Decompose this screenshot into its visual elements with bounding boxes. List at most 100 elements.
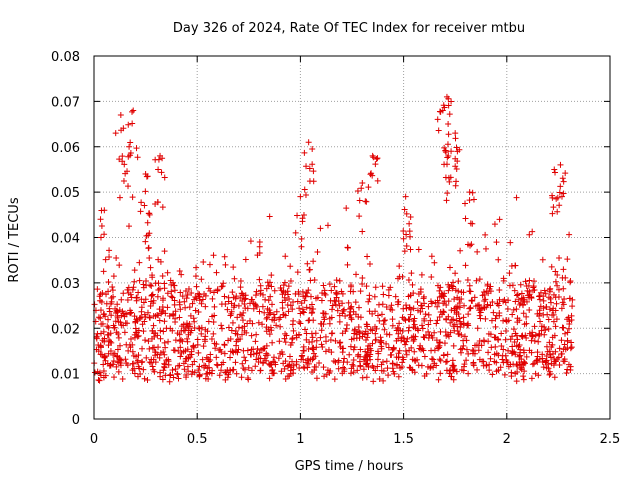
- data-point: [404, 335, 411, 342]
- data-point: [354, 367, 361, 374]
- data-point: [113, 254, 120, 261]
- data-point: [552, 169, 559, 176]
- data-point: [378, 345, 385, 352]
- data-point: [367, 351, 374, 358]
- data-point: [115, 318, 122, 325]
- data-point: [470, 362, 477, 369]
- data-point: [125, 223, 132, 230]
- data-point: [146, 345, 153, 352]
- data-point: [318, 327, 325, 334]
- data-point: [303, 163, 310, 170]
- data-point: [141, 375, 148, 382]
- data-point: [523, 283, 530, 290]
- data-point: [549, 210, 556, 217]
- data-point: [560, 178, 567, 185]
- data-point: [271, 314, 278, 321]
- data-point: [357, 288, 364, 295]
- data-point: [451, 327, 458, 334]
- data-point: [448, 316, 455, 323]
- data-point: [237, 284, 244, 291]
- data-point: [554, 282, 561, 289]
- data-point: [411, 321, 418, 328]
- data-point: [500, 317, 507, 324]
- data-point: [453, 144, 460, 151]
- data-point: [501, 371, 508, 378]
- data-point: [509, 282, 516, 289]
- data-point: [282, 312, 289, 319]
- data-point: [333, 291, 340, 298]
- data-point: [233, 293, 240, 300]
- data-point: [161, 351, 168, 358]
- data-point: [313, 344, 320, 351]
- data-point: [364, 360, 371, 367]
- data-point: [395, 325, 402, 332]
- data-point: [285, 362, 292, 369]
- data-point: [493, 359, 500, 366]
- data-point: [156, 317, 163, 324]
- data-point: [107, 300, 114, 307]
- data-point: [406, 364, 413, 371]
- data-point: [536, 310, 543, 317]
- data-point: [547, 351, 554, 358]
- data-point: [403, 243, 410, 250]
- data-point: [161, 360, 168, 367]
- data-point: [131, 365, 138, 372]
- data-point: [91, 369, 98, 376]
- data-point: [469, 346, 476, 353]
- data-point: [347, 304, 354, 311]
- data-point: [241, 323, 248, 330]
- data-point: [148, 292, 155, 299]
- data-point: [350, 335, 357, 342]
- data-point: [450, 283, 457, 290]
- data-point: [475, 347, 482, 354]
- data-point: [136, 277, 143, 284]
- data-point: [371, 293, 378, 300]
- data-point: [437, 328, 444, 335]
- data-point: [125, 121, 132, 128]
- data-point: [239, 317, 246, 324]
- data-point: [129, 360, 136, 367]
- data-point: [105, 324, 112, 331]
- data-point: [94, 286, 101, 293]
- data-point: [147, 314, 154, 321]
- data-point: [155, 344, 162, 351]
- data-point: [266, 331, 273, 338]
- data-point: [172, 308, 179, 315]
- data-point: [224, 374, 231, 381]
- data-point: [425, 303, 432, 310]
- data-point: [143, 277, 150, 284]
- data-point: [175, 375, 182, 382]
- data-point: [131, 370, 138, 377]
- data-point: [410, 333, 417, 340]
- data-point: [287, 263, 294, 270]
- data-point: [230, 294, 237, 301]
- data-point: [110, 351, 117, 358]
- data-point: [485, 330, 492, 337]
- data-point: [259, 303, 266, 310]
- data-point: [444, 190, 451, 197]
- data-point: [568, 339, 575, 346]
- data-point: [543, 343, 550, 350]
- data-point: [118, 322, 125, 329]
- data-point: [366, 261, 373, 268]
- data-point: [448, 98, 455, 105]
- data-point: [300, 309, 307, 316]
- data-point: [359, 374, 366, 381]
- data-point: [433, 320, 440, 327]
- data-point: [336, 339, 343, 346]
- data-point: [384, 365, 391, 372]
- data-point: [97, 307, 104, 314]
- data-point: [238, 312, 245, 319]
- data-point: [183, 295, 190, 302]
- data-point: [285, 291, 292, 298]
- data-point: [275, 355, 282, 362]
- data-point: [541, 331, 548, 338]
- data-point: [144, 376, 151, 383]
- data-point: [140, 328, 147, 335]
- data-point: [530, 283, 537, 290]
- y-axis-title: ROTI / TECUs: [7, 197, 22, 282]
- data-point: [378, 311, 385, 318]
- data-point: [372, 337, 379, 344]
- data-point: [105, 350, 112, 357]
- data-point: [273, 322, 280, 329]
